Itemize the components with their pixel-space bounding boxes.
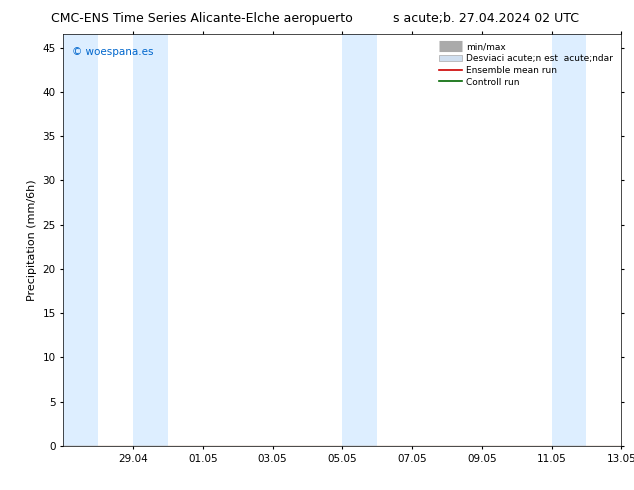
- Text: CMC-ENS Time Series Alicante-Elche aeropuerto: CMC-ENS Time Series Alicante-Elche aerop…: [51, 12, 353, 25]
- Text: s acute;b. 27.04.2024 02 UTC: s acute;b. 27.04.2024 02 UTC: [393, 12, 579, 25]
- Bar: [133, 34, 168, 446]
- Bar: [342, 34, 377, 446]
- Bar: [552, 34, 586, 446]
- Legend: min/max, Desviaci acute;n est  acute;ndar, Ensemble mean run, Controll run: min/max, Desviaci acute;n est acute;ndar…: [436, 39, 617, 90]
- Text: © woespana.es: © woespana.es: [72, 47, 153, 57]
- Y-axis label: Precipitation (mm/6h): Precipitation (mm/6h): [27, 179, 37, 301]
- Bar: [63, 34, 98, 446]
